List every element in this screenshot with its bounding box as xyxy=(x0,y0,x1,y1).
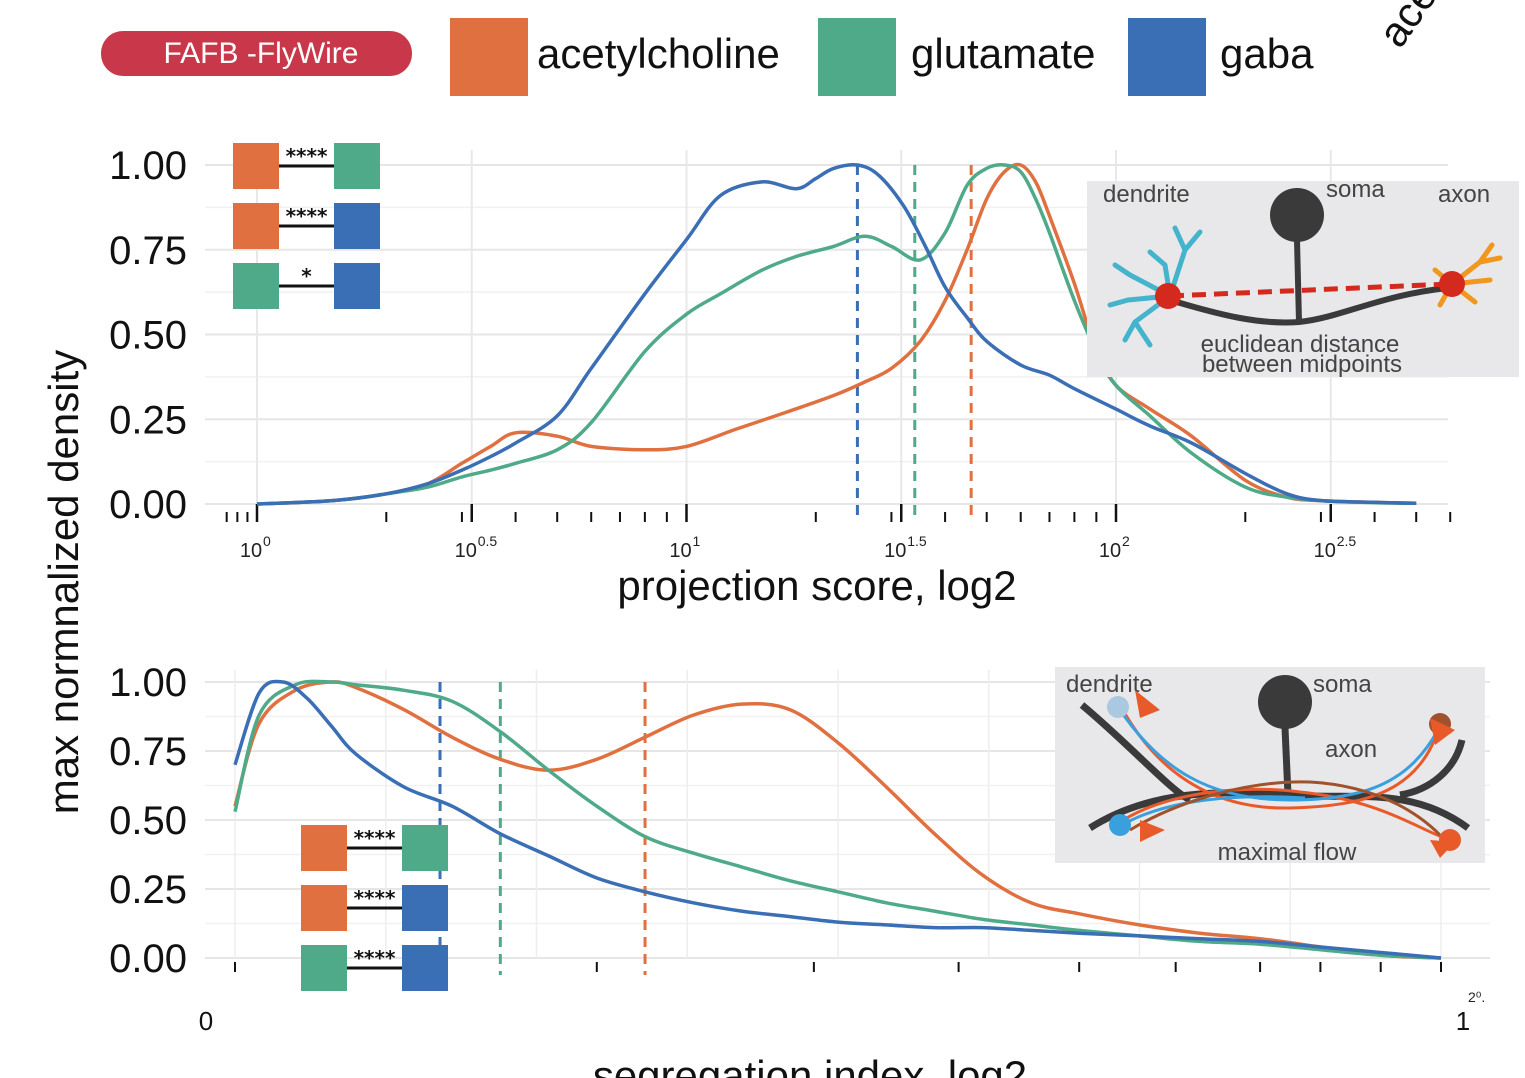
significance-swatch-gaba xyxy=(334,263,380,309)
x-tick-label-exponent: 1 xyxy=(693,533,701,549)
x-tick-label-base: 10 xyxy=(1314,540,1336,562)
x-axis-label: segregation index, log2 xyxy=(593,1052,1027,1078)
significance-swatch-glutamate xyxy=(233,263,279,309)
significance-stars: **** xyxy=(354,826,396,850)
legend-label-glutamate: glutamate xyxy=(911,30,1095,77)
significance-stars: **** xyxy=(286,204,328,228)
significance-stars: **** xyxy=(354,886,396,910)
dendrite-icon xyxy=(1107,225,1203,348)
series-line-acetylcholine xyxy=(256,162,1417,506)
significance-stars: **** xyxy=(354,946,396,970)
soma-icon xyxy=(1270,188,1324,242)
neurite-icon xyxy=(1169,239,1449,326)
neurite-icon xyxy=(1079,702,1471,831)
significance-panel: **** **** **** xyxy=(301,825,448,991)
median-lines xyxy=(438,682,647,975)
inset-label-axon: axon xyxy=(1325,736,1377,763)
x-tick-label-exponent: 2.5 xyxy=(1337,533,1357,549)
significance-swatch-gaba xyxy=(334,203,380,249)
legend-label-gaba: gaba xyxy=(1220,30,1314,77)
axon-midpoint-icon xyxy=(1439,271,1465,297)
dataset-badge-label: FAFB -FlyWire xyxy=(164,37,359,70)
x-tick-label-exponent: 2 xyxy=(1122,533,1130,549)
y-axis-label: max normnalized density xyxy=(40,350,87,815)
flow-paths-brown-icon xyxy=(1129,780,1442,837)
x-tick-label: 0 xyxy=(199,1006,213,1036)
x-tick-label-base: 10 xyxy=(1099,540,1121,562)
y-tick-label: 0.75 xyxy=(109,229,187,273)
series-line-acetylcholine xyxy=(233,680,1442,960)
legend-label-acetylcholine: acetylcholine xyxy=(537,30,780,77)
y-tick-label: 0.25 xyxy=(109,868,187,912)
y-tick-label: 1.00 xyxy=(109,144,187,188)
significance-swatch-gaba xyxy=(402,885,448,931)
y-ticks: 0.00 0.25 0.50 0.75 1.00 xyxy=(109,661,187,981)
inset-caption: maximal flow xyxy=(1218,839,1357,866)
x-tick-label-base: 10 xyxy=(884,540,906,562)
y-ticks: 0.00 0.25 0.50 0.75 1.00 xyxy=(109,144,187,527)
x-tick-label-base: 10 xyxy=(240,540,262,562)
axon-terminal-icon xyxy=(1432,242,1503,308)
inset-label-dendrite: dendrite xyxy=(1103,181,1190,208)
header: FAFB -FlyWire acetylcholine glutamate ga… xyxy=(101,0,1446,96)
x-tick-label-base: 10 xyxy=(669,540,691,562)
legend-swatch-glutamate xyxy=(818,18,896,96)
dataset-badge xyxy=(101,31,412,76)
density-lines xyxy=(256,162,1417,506)
series-line-glutamate xyxy=(256,163,1417,506)
y-tick-label: 0.75 xyxy=(109,730,187,774)
inset-caption-line1: euclidean distance xyxy=(1201,331,1400,358)
flow-node-icon xyxy=(1107,696,1129,718)
inset-label-soma: soma xyxy=(1326,176,1385,203)
significance-stars: * xyxy=(301,264,312,288)
significance-stars: **** xyxy=(286,144,328,168)
significance-swatch-acetylcholine xyxy=(233,203,279,249)
y-tick-label: 0.00 xyxy=(109,483,187,527)
corner-text: ace xyxy=(1369,0,1446,55)
significance-swatch-gaba xyxy=(402,945,448,991)
significance-swatch-acetylcholine xyxy=(233,143,279,189)
flow-paths-icon xyxy=(1118,704,1446,840)
series-line-glutamate xyxy=(233,679,1442,960)
y-tick-label: 0.00 xyxy=(109,937,187,981)
x-tick-label-exponent: 0 xyxy=(263,533,271,549)
x-tick-label-base: 10 xyxy=(455,540,477,562)
legend-swatch-gaba xyxy=(1128,18,1206,96)
significance-swatch-glutamate xyxy=(334,143,380,189)
significance-swatch-acetylcholine xyxy=(301,885,347,931)
chart-projection-score: 0.000.250.500.751.00 10 0 10 0.5 10 1 10 1.5 10 2… xyxy=(109,143,1519,609)
y-tick-label: 1.00 xyxy=(109,661,187,705)
significance-panel: ********* xyxy=(233,143,380,309)
y-tick-label: 0.50 xyxy=(109,314,187,358)
soma-icon xyxy=(1258,675,1312,729)
inset-projection: dendrite soma axon euclidean distance be… xyxy=(1087,176,1519,378)
significance-swatch-acetylcholine xyxy=(301,825,347,871)
x-tick-label: 1 xyxy=(1456,1006,1470,1036)
legend: acetylcholine glutamate gaba xyxy=(450,18,1314,96)
y-tick-label: 0.50 xyxy=(109,799,187,843)
significance-swatch-glutamate xyxy=(301,945,347,991)
density-lines xyxy=(233,679,1442,960)
dendrite-midpoint-icon xyxy=(1155,283,1181,309)
series-line-gaba xyxy=(256,162,1417,506)
flow-paths-blue-icon xyxy=(1116,706,1440,827)
y-tick-label: 0.25 xyxy=(109,398,187,442)
flow-node-icon xyxy=(1109,814,1131,836)
series-line-gaba xyxy=(233,679,1442,960)
significance-swatch-glutamate xyxy=(402,825,448,871)
x-tick-label-exponent: 1.5 xyxy=(907,533,927,549)
x-axis-corner-fragment: 2⁰. xyxy=(1468,989,1485,1005)
x-axis-label: projection score, log2 xyxy=(617,562,1016,609)
legend-swatch-acetylcholine xyxy=(450,18,528,96)
inset-label-soma: soma xyxy=(1313,671,1372,698)
inset-label-axon: axon xyxy=(1438,181,1490,208)
euclidean-distance-icon xyxy=(1169,281,1451,299)
x-tick-label-exponent: 0.5 xyxy=(478,533,498,549)
inset-caption-line2: between midpoints xyxy=(1202,351,1402,378)
x-axis: 10 0 10 0.5 10 1 10 1.5 10 2 10 2.5 xyxy=(225,504,1452,562)
inset-maximal-flow: dendrite soma axon maximal flow xyxy=(1055,667,1485,866)
